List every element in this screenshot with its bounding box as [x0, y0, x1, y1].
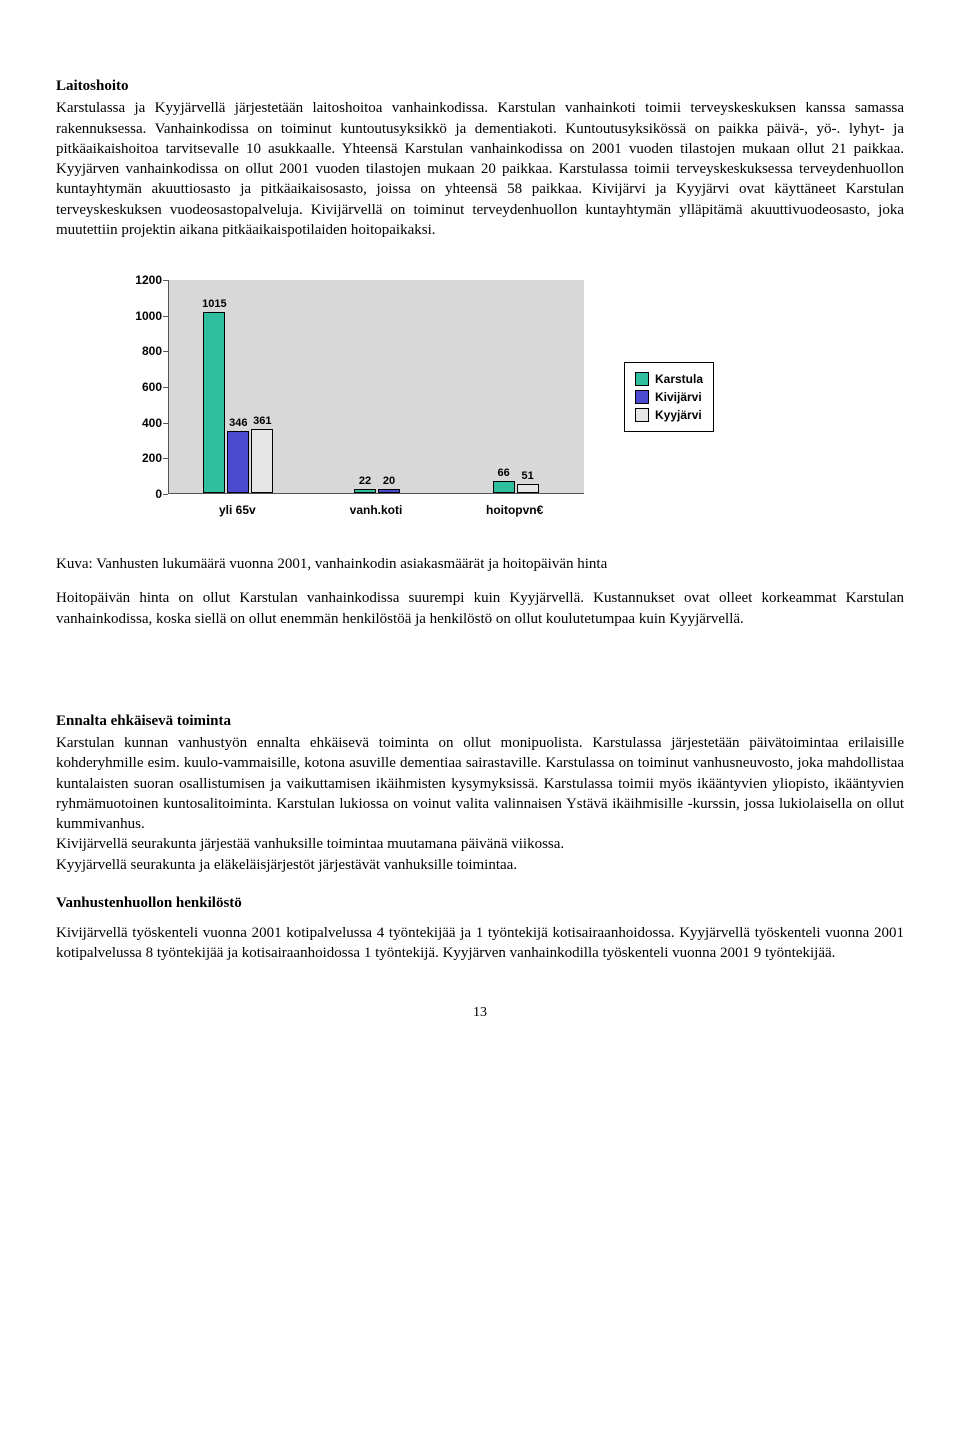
y-tick-label: 0 — [120, 486, 162, 502]
page-number: 13 — [56, 1004, 904, 1023]
heading-ennalta: Ennalta ehkäisevä toiminta — [56, 711, 904, 731]
bar-value-label: 51 — [522, 469, 534, 484]
heading-henkilosto: Vanhustenhuollon henkilöstö — [56, 893, 904, 913]
x-tick-label: hoitopvn€ — [465, 502, 565, 518]
legend-label: Kivijärvi — [655, 389, 702, 405]
legend-item-karstula: Karstula — [635, 371, 703, 387]
bar-chart: 101534636122206651 020040060080010001200… — [120, 272, 600, 522]
legend-label: Kyyjärvi — [655, 407, 702, 423]
bar-value-label: 361 — [253, 414, 271, 429]
para-hoitopaiva: Hoitopäivän hinta on ollut Karstulan van… — [56, 588, 904, 629]
bar-value-label: 346 — [229, 416, 247, 431]
x-tick-label: vanh.koti — [326, 502, 426, 518]
legend-label: Karstula — [655, 371, 703, 387]
y-tick-label: 200 — [120, 450, 162, 466]
y-tick-label: 800 — [120, 343, 162, 359]
chart-container: 101534636122206651 020040060080010001200… — [120, 272, 904, 522]
chart-bar: 20 — [378, 489, 400, 493]
chart-legend: Karstula Kivijärvi Kyyjärvi — [624, 362, 714, 433]
y-tick-label: 1200 — [120, 272, 162, 288]
para-ennalta-3: Kyyjärvellä seurakunta ja eläkeläisjärje… — [56, 855, 904, 875]
legend-item-kivijarvi: Kivijärvi — [635, 389, 703, 405]
x-tick-label: yli 65v — [187, 502, 287, 518]
bar-value-label: 20 — [383, 474, 395, 489]
heading-laitoshoito: Laitoshoito — [56, 76, 904, 96]
chart-bar: 346 — [227, 431, 249, 493]
para-ennalta-2: Kivijärvellä seurakunta järjestää vanhuk… — [56, 834, 904, 854]
y-tick-label: 600 — [120, 379, 162, 395]
bar-value-label: 66 — [498, 466, 510, 481]
para-henkilosto: Kivijärvellä työskenteli vuonna 2001 kot… — [56, 923, 904, 964]
para-ennalta-1: Karstulan kunnan vanhustyön ennalta ehkä… — [56, 733, 904, 834]
chart-caption: Kuva: Vanhusten lukumäärä vuonna 2001, v… — [56, 554, 904, 574]
chart-bar: 51 — [517, 484, 539, 493]
chart-bar: 1015 — [203, 312, 225, 493]
bar-value-label: 1015 — [202, 297, 226, 312]
y-tick-label: 400 — [120, 415, 162, 431]
para-laitoshoito: Karstulassa ja Kyyjärvellä järjestetään … — [56, 98, 904, 240]
chart-bar: 22 — [354, 489, 376, 493]
y-tick-label: 1000 — [120, 308, 162, 324]
legend-item-kyyjarvi: Kyyjärvi — [635, 407, 703, 423]
chart-bar: 361 — [251, 429, 273, 493]
bar-value-label: 22 — [359, 474, 371, 489]
chart-bar: 66 — [493, 481, 515, 493]
